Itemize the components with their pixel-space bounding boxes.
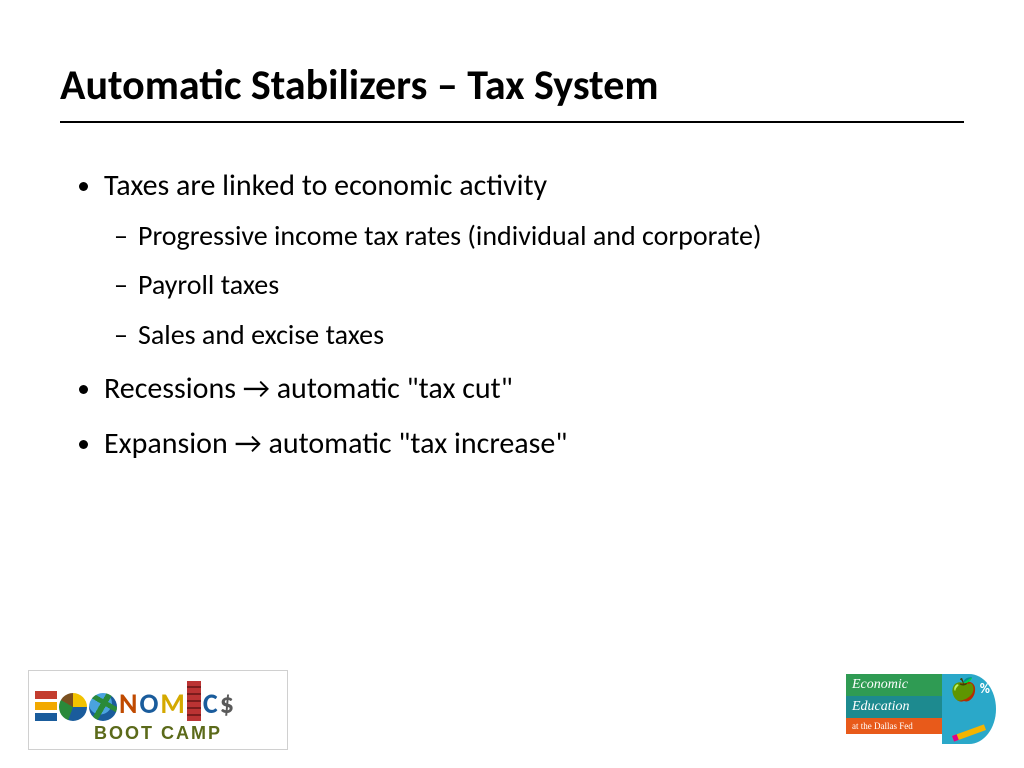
bars-e-icon bbox=[35, 691, 57, 721]
pencil-icon bbox=[952, 724, 986, 741]
boot-camp-text: BOOT CAMP bbox=[35, 723, 281, 744]
bullet-2: Recessions → automatic "tax cut" bbox=[104, 366, 964, 411]
bullet-1: Taxes are linked to economic activity Pr… bbox=[104, 163, 964, 356]
logo-right-text: Economic Education at the Dallas Fed bbox=[846, 674, 942, 744]
slide-body: Taxes are linked to economic activity Pr… bbox=[60, 163, 964, 466]
bullet-1-text: Taxes are linked to economic activity bbox=[104, 167, 547, 204]
bar-red bbox=[35, 691, 57, 699]
logo-economics-boot-camp: N O M C $ BOOT CAMP bbox=[28, 670, 288, 750]
bullet-list: Taxes are linked to economic activity Pr… bbox=[80, 163, 964, 466]
logo-left-wordmark: N O M C $ bbox=[35, 675, 281, 721]
slide: Automatic Stabilizers – Tax System Taxes… bbox=[0, 0, 1024, 768]
building-icon bbox=[187, 681, 201, 721]
bullet-1-subs: Progressive income tax rates (individual… bbox=[104, 214, 964, 356]
letter-m: M bbox=[160, 686, 184, 721]
bullet-1-sub-1: Progressive income tax rates (individual… bbox=[138, 214, 964, 257]
apple-emblem-icon bbox=[942, 674, 996, 744]
letter-i-building bbox=[187, 681, 201, 721]
bullet-1-sub-3: Sales and excise taxes bbox=[138, 313, 964, 356]
slide-title: Automatic Stabilizers – Tax System bbox=[60, 60, 964, 123]
bar-yellow bbox=[35, 702, 57, 710]
logo-right-line1: Economic bbox=[846, 674, 942, 696]
bullet-1-sub-2: Payroll taxes bbox=[138, 263, 964, 306]
pie-chart-icon bbox=[59, 693, 87, 721]
logo-right-line2: Education bbox=[846, 696, 942, 718]
letter-o-globe bbox=[89, 693, 117, 721]
footer: N O M C $ BOOT CAMP Economic Education a… bbox=[0, 660, 1024, 750]
letter-c1 bbox=[59, 693, 87, 721]
globe-icon bbox=[89, 693, 117, 721]
letter-s-dollar: $ bbox=[220, 686, 234, 721]
letter-n: N bbox=[119, 686, 137, 721]
logo-right-line3: at the Dallas Fed bbox=[846, 718, 942, 734]
letter-c2: C bbox=[203, 686, 218, 721]
bar-blue bbox=[35, 713, 57, 721]
logo-economic-education-dallas-fed: Economic Education at the Dallas Fed bbox=[846, 674, 996, 744]
bullet-3: Expansion → automatic "tax increase" bbox=[104, 421, 964, 466]
letter-o2: O bbox=[139, 686, 158, 721]
